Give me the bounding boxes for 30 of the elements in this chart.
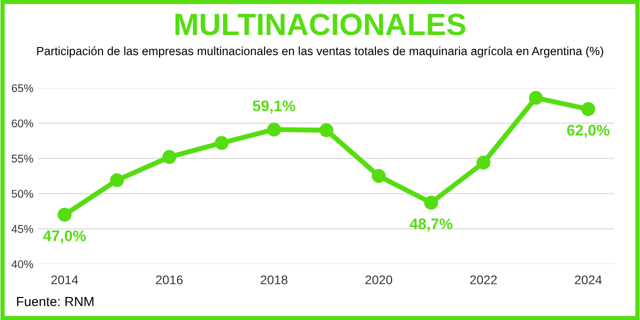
point xyxy=(372,169,386,183)
x-tick-label: 2016 xyxy=(156,275,183,284)
y-tick-label: 45% xyxy=(12,225,34,233)
point xyxy=(162,150,176,164)
point xyxy=(424,196,438,210)
y-tick-label: 65% xyxy=(12,84,34,92)
x-tick-label: 2024 xyxy=(574,275,602,284)
point xyxy=(58,208,72,222)
x-tick-label: 2020 xyxy=(365,275,392,284)
chart-subtitle: Participación de las empresas multinacionales en las ventas totales de maquinaria agrícola en Argentina (%) xyxy=(37,46,604,58)
x-tick-label: 2018 xyxy=(260,275,288,284)
point xyxy=(319,123,334,138)
y-tick-label: 60% xyxy=(12,119,34,128)
point xyxy=(476,156,490,170)
y-tick-label: 55% xyxy=(12,154,34,163)
data-label: 48,7% xyxy=(410,218,452,232)
point xyxy=(528,90,543,105)
chart-title: MULTINACIONALES xyxy=(175,14,466,36)
point xyxy=(110,173,124,188)
point xyxy=(267,122,281,136)
source-note: Fuente: RNM xyxy=(17,296,94,306)
y-tick-label: 40% xyxy=(12,260,34,268)
x-tick-label: 2014 xyxy=(51,275,78,284)
data-label: 47,0% xyxy=(43,230,86,244)
data-label: 59,1% xyxy=(252,100,296,114)
y-tick-label: 50% xyxy=(12,190,34,198)
data-label: 62,0% xyxy=(567,124,610,138)
x-tick-label: 2022 xyxy=(470,275,497,284)
point xyxy=(581,102,596,116)
point xyxy=(214,136,229,150)
